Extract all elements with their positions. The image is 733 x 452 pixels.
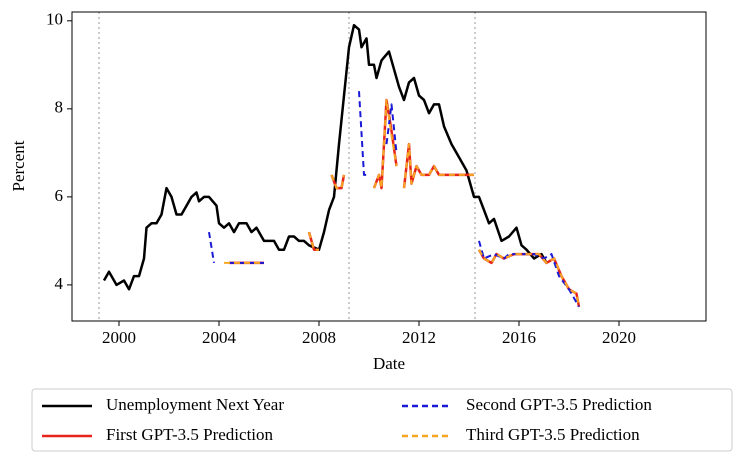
legend-label: Second GPT-3.5 Prediction bbox=[466, 395, 652, 414]
plot-frame bbox=[71, 11, 707, 322]
series-line bbox=[208, 91, 580, 308]
legend-label: Unemployment Next Year bbox=[106, 395, 284, 414]
x-tick-label: 2020 bbox=[602, 328, 636, 347]
x-tick-label: 2016 bbox=[502, 328, 536, 347]
legend-label: Third GPT-3.5 Prediction bbox=[466, 425, 640, 444]
x-tick-label: 2004 bbox=[202, 328, 237, 347]
y-tick-label: 10 bbox=[46, 10, 63, 29]
x-tick-label: 2000 bbox=[102, 328, 136, 347]
y-tick-label: 8 bbox=[55, 98, 64, 117]
series-line bbox=[102, 23, 548, 291]
x-axis-label: Date bbox=[373, 354, 405, 373]
legend-label: First GPT-3.5 Prediction bbox=[106, 425, 274, 444]
y-tick-label: 4 bbox=[55, 274, 64, 293]
series-line bbox=[224, 99, 580, 308]
y-tick-label: 6 bbox=[55, 186, 64, 205]
x-tick-label: 2008 bbox=[302, 328, 336, 347]
x-tick-label: 2012 bbox=[402, 328, 436, 347]
legend-box bbox=[31, 388, 733, 452]
series-line bbox=[229, 98, 581, 308]
y-axis-label: Percent bbox=[9, 140, 28, 191]
